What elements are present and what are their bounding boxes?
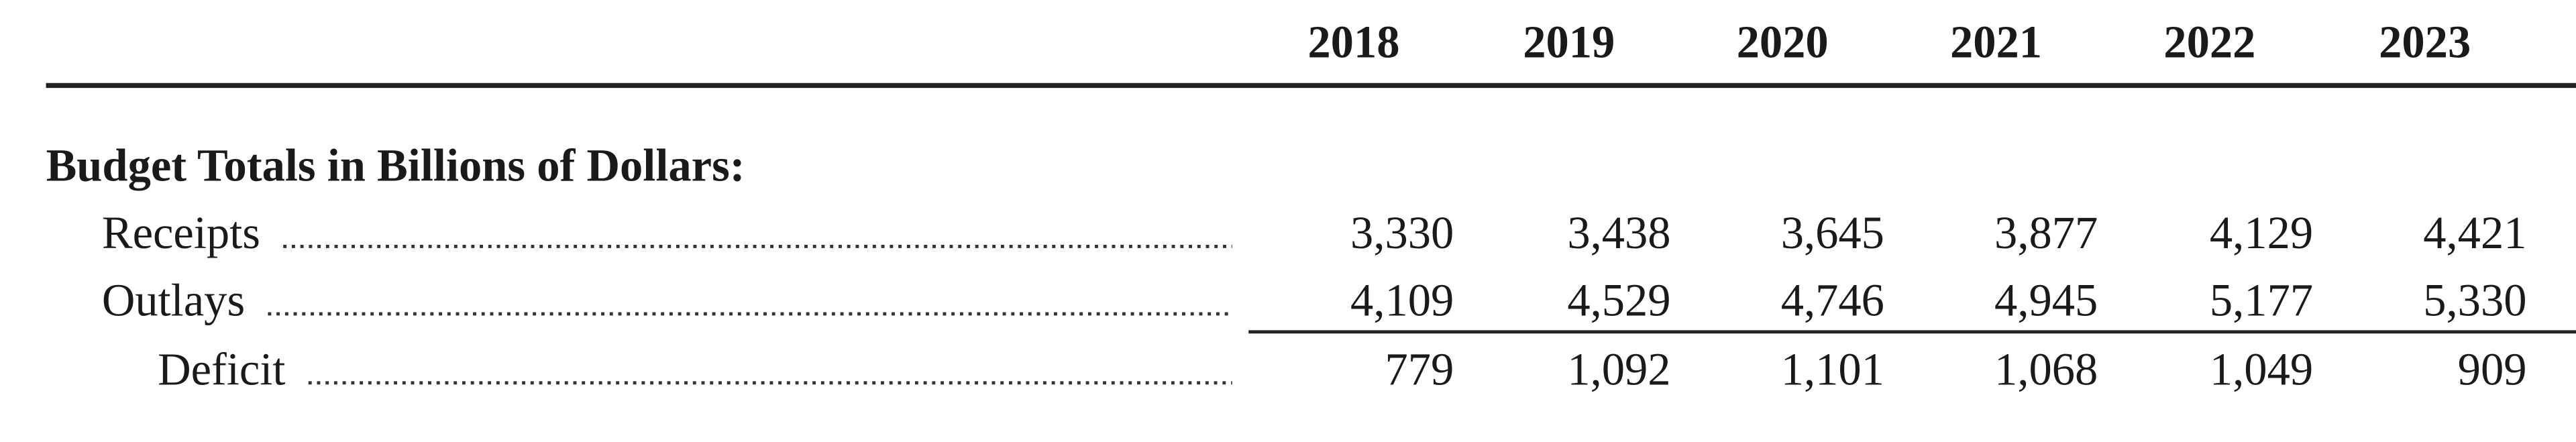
cell-value: 1,101	[1781, 343, 1884, 394]
row-label: Outlays	[102, 274, 245, 325]
cell-value: 5,330	[2423, 274, 2526, 325]
year-header: 2019	[1523, 17, 1615, 68]
year-header: 2020	[1737, 17, 1829, 68]
cell-value: 4,109	[1350, 274, 1454, 325]
cell-value: 3,438	[1567, 207, 1670, 258]
year-header: 2018	[1307, 17, 1399, 68]
section-title: Budget Totals in Billions of Dollars:	[46, 140, 745, 190]
cell-value: 4,529	[1567, 274, 1670, 325]
cell-value: 3,877	[1994, 207, 2098, 258]
row-label: Receipts	[102, 207, 260, 258]
year-header: 2023	[2379, 17, 2471, 68]
cell-value: 4,129	[2210, 207, 2313, 258]
year-header: 2021	[1950, 17, 2042, 68]
cell-value: 1,049	[2210, 343, 2313, 394]
cell-value: 4,746	[1781, 274, 1884, 325]
cell-value: 1,068	[1994, 343, 2098, 394]
year-header: 2022	[2163, 17, 2255, 68]
cell-value: 779	[1385, 343, 1454, 394]
cell-value: 909	[2458, 343, 2527, 394]
row-label: Deficit	[158, 343, 285, 394]
cell-value: 1,092	[1567, 343, 1670, 394]
cell-value: 3,330	[1350, 207, 1454, 258]
cell-value: 3,645	[1781, 207, 1884, 258]
cell-value: 4,421	[2423, 207, 2526, 258]
cell-value: 4,945	[1994, 274, 2098, 325]
cell-value: 5,177	[2210, 274, 2313, 325]
